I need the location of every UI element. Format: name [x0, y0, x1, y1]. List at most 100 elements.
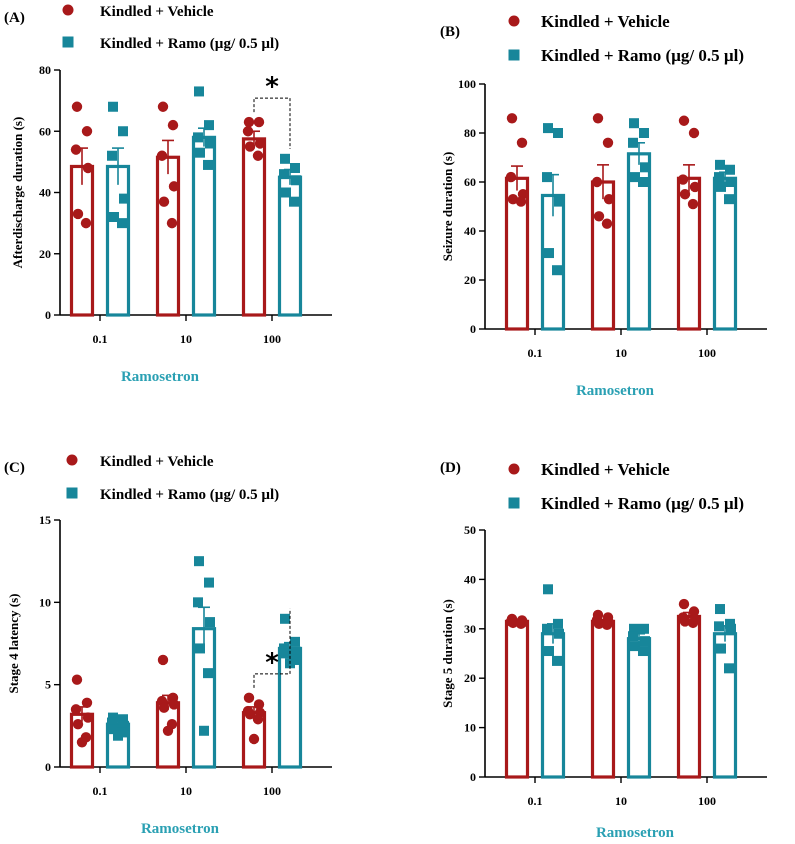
y-tick-label: 50 — [464, 523, 476, 537]
data-point-vehicle — [253, 116, 265, 128]
data-point-ramo — [543, 584, 553, 595]
data-point-ramo — [638, 646, 648, 657]
data-point-ramo — [630, 172, 640, 183]
bar-ramo — [105, 164, 131, 317]
x-axis-title: Ramosetron — [141, 821, 220, 837]
data-point-ramo — [554, 196, 564, 207]
data-point-vehicle — [166, 217, 178, 229]
chart-panel-4: (D) Kindled + Vehicle Kindled + Ramo (µg/ … — [440, 460, 767, 841]
data-point-ramo — [193, 132, 203, 143]
data-point-ramo — [280, 153, 290, 164]
chart-panel-3: (C) Kindled + Vehicle Kindled + Ramo (µg/ … — [4, 454, 332, 837]
data-point-ramo — [109, 724, 119, 735]
bar-vehicle — [676, 614, 702, 779]
data-point-vehicle — [515, 618, 527, 630]
data-point-vehicle — [168, 181, 180, 192]
y-tick-label: 60 — [39, 124, 51, 138]
y-tick-label: 0 — [45, 760, 51, 774]
data-point-vehicle — [243, 692, 255, 704]
data-point-ramo — [118, 714, 128, 725]
significance-bracket — [253, 97, 291, 149]
legend-label: Kindled + Vehicle — [541, 12, 670, 31]
panel-label: (D) — [440, 460, 461, 476]
data-point-vehicle — [167, 119, 179, 131]
data-point-vehicle — [678, 115, 690, 126]
legend-marker-ramo — [508, 497, 520, 509]
x-tick-label: 10 — [615, 794, 627, 808]
data-point-ramo — [554, 628, 564, 639]
data-point-ramo — [194, 86, 204, 97]
y-tick-label: 0 — [45, 308, 51, 322]
data-point-vehicle — [678, 598, 690, 610]
data-point-ramo — [289, 196, 299, 207]
bar-vehicle — [590, 619, 616, 779]
data-point-ramo — [113, 730, 123, 741]
data-point-ramo — [281, 187, 291, 198]
data-point-ramo — [553, 128, 563, 138]
data-point-ramo — [117, 218, 127, 229]
data-point-ramo — [119, 193, 129, 204]
chart-panel-1: (A) Kindled + Vehicle Kindled + Ramo (µg/ … — [4, 4, 332, 385]
y-tick-label: 15 — [39, 513, 51, 527]
data-point-vehicle — [70, 144, 82, 155]
data-point-vehicle — [506, 113, 518, 124]
data-point-ramo — [205, 617, 215, 628]
x-tick-label: 10 — [180, 332, 192, 346]
data-point-ramo — [290, 163, 300, 173]
data-point-vehicle — [252, 714, 264, 725]
bar-vehicle — [155, 155, 181, 317]
legend-marker-ramo — [508, 49, 520, 61]
panel-label: (C) — [4, 460, 25, 476]
data-point-vehicle — [515, 196, 527, 207]
data-point-ramo — [108, 101, 118, 112]
legend-label: Kindled + Vehicle — [541, 460, 670, 479]
y-tick-label: 10 — [464, 721, 476, 735]
data-point-vehicle — [254, 138, 266, 149]
x-tick-label: 0.1 — [528, 346, 543, 360]
legend-marker-vehicle — [508, 463, 520, 475]
data-point-vehicle — [677, 174, 689, 185]
data-point-vehicle — [687, 198, 699, 210]
data-point-ramo — [552, 655, 562, 666]
legend-marker-vehicle — [508, 15, 520, 27]
data-point-vehicle — [253, 699, 265, 710]
data-point-vehicle — [592, 113, 604, 124]
data-point-ramo — [725, 164, 735, 175]
data-point-ramo — [726, 623, 736, 634]
legend-label: Kindled + Vehicle — [100, 454, 214, 470]
x-tick-label: 100 — [263, 784, 281, 798]
legend-label: Kindled + Ramo (µg/ 0.5 µl) — [100, 487, 279, 503]
data-point-ramo — [193, 597, 203, 608]
data-point-vehicle — [158, 702, 170, 713]
data-point-vehicle — [80, 217, 92, 229]
y-tick-label: 80 — [39, 63, 51, 77]
y-axis-title: Seizure duration (s) — [440, 152, 455, 262]
y-axis-title: Stage 5 duration (s) — [440, 599, 455, 708]
data-point-vehicle — [603, 193, 615, 205]
x-tick-label: 0.1 — [93, 332, 108, 346]
data-point-ramo — [640, 162, 650, 173]
data-point-ramo — [194, 556, 204, 567]
data-point-vehicle — [168, 699, 180, 710]
data-point-vehicle — [82, 162, 94, 174]
y-tick-label: 0 — [470, 770, 476, 784]
data-point-ramo — [203, 668, 213, 679]
data-point-ramo — [290, 636, 300, 647]
significance-star: * — [265, 72, 279, 102]
legend-marker-ramo — [62, 36, 74, 48]
data-point-vehicle — [72, 718, 84, 730]
data-point-vehicle — [72, 208, 84, 220]
data-point-ramo — [716, 181, 726, 192]
data-point-ramo — [204, 577, 214, 588]
y-tick-label: 30 — [464, 622, 476, 636]
data-point-ramo — [630, 641, 640, 652]
data-point-ramo — [714, 621, 724, 632]
data-point-ramo — [629, 118, 639, 129]
legend-label: Kindled + Vehicle — [100, 4, 214, 20]
data-point-vehicle — [593, 618, 605, 630]
data-point-vehicle — [505, 171, 517, 183]
y-tick-label: 60 — [464, 175, 476, 189]
y-tick-label: 40 — [464, 572, 476, 586]
data-point-vehicle — [252, 150, 264, 161]
